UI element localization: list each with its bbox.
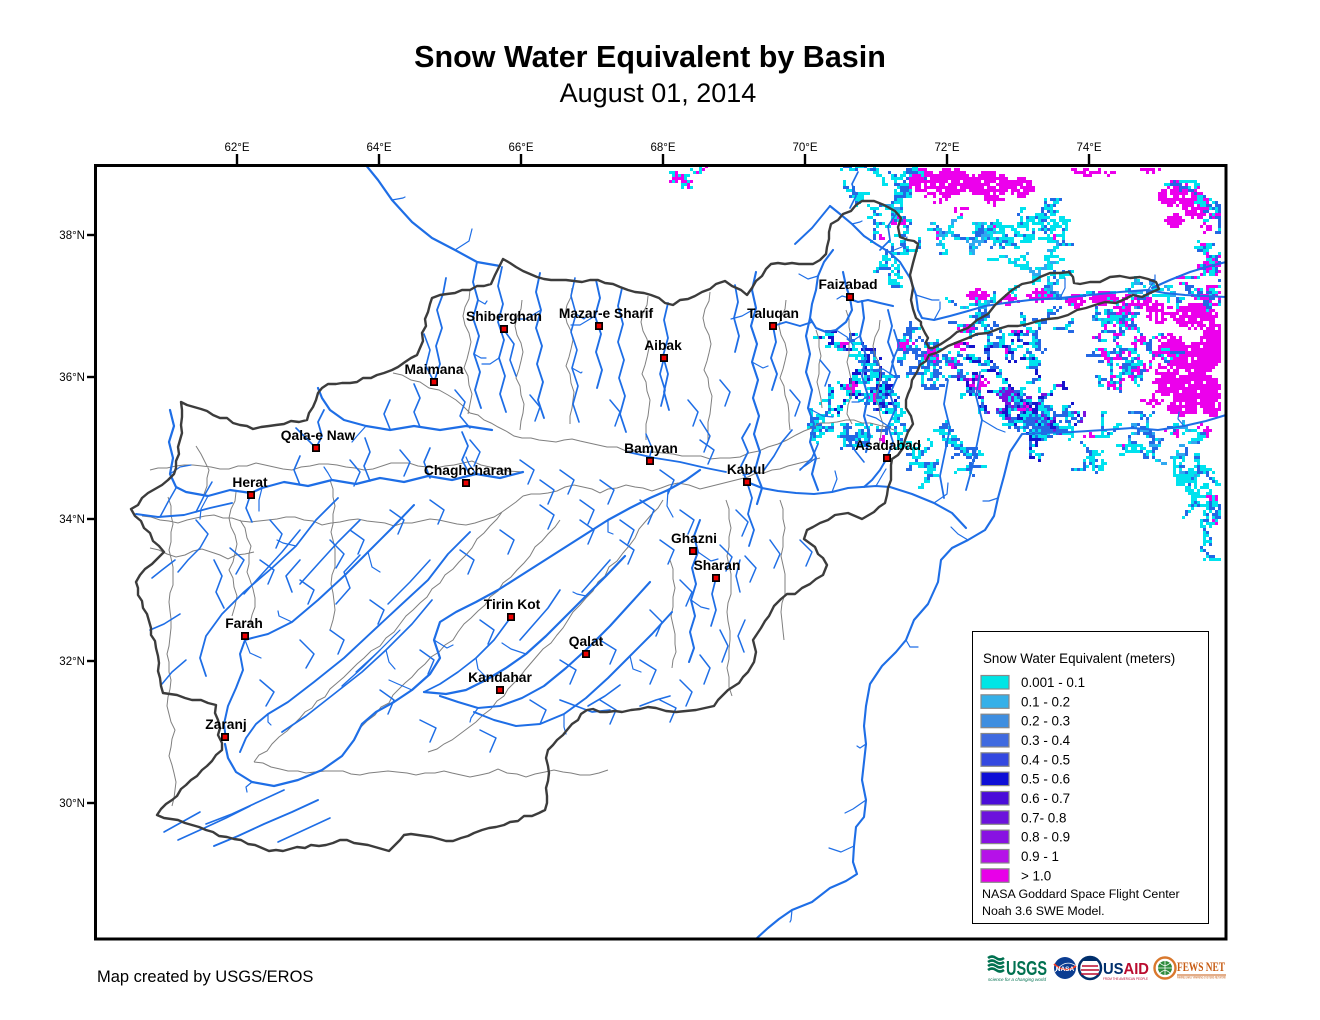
svg-text:34°N: 34°N	[59, 514, 85, 526]
svg-text:Tirin Kot: Tirin Kot	[484, 597, 541, 612]
svg-text:Farah: Farah	[225, 616, 263, 631]
svg-text:0.7- 0.8: 0.7- 0.8	[1021, 810, 1066, 825]
svg-text:Zaranj: Zaranj	[205, 717, 246, 732]
svg-text:science for a changing world: science for a changing world	[988, 977, 1046, 982]
svg-text:0.9 - 1: 0.9 - 1	[1021, 849, 1059, 864]
svg-text:Shiberghan: Shiberghan	[466, 309, 542, 324]
svg-text:Taluqan: Taluqan	[747, 306, 799, 321]
svg-text:Ghazni: Ghazni	[671, 531, 717, 546]
svg-text:32°N: 32°N	[59, 656, 85, 668]
svg-text:August 01, 2014: August 01, 2014	[560, 78, 757, 108]
svg-text:68°E: 68°E	[650, 142, 675, 154]
svg-text:0.5 - 0.6: 0.5 - 0.6	[1021, 772, 1070, 787]
svg-text:Map created by USGS/EROS: Map created by USGS/EROS	[97, 968, 313, 986]
svg-text:Noah 3.6 SWE Model.: Noah 3.6 SWE Model.	[982, 904, 1105, 918]
svg-text:Maimana: Maimana	[404, 362, 463, 377]
svg-text:64°E: 64°E	[366, 142, 391, 154]
svg-text:66°E: 66°E	[508, 142, 533, 154]
svg-text:Kabul: Kabul	[727, 462, 765, 477]
svg-text:62°E: 62°E	[224, 142, 249, 154]
svg-text:Mazar-e Sharif: Mazar-e Sharif	[559, 306, 654, 321]
svg-text:Kandahar: Kandahar	[468, 670, 532, 685]
svg-text:74°E: 74°E	[1076, 142, 1101, 154]
svg-text:0.2 - 0.3: 0.2 - 0.3	[1021, 714, 1070, 729]
svg-text:NASA Goddard Space Flight Cent: NASA Goddard Space Flight Center	[982, 887, 1180, 901]
svg-text:> 1.0: > 1.0	[1021, 868, 1051, 883]
svg-text:0.3 - 0.4: 0.3 - 0.4	[1021, 733, 1071, 748]
svg-text:Qalat: Qalat	[569, 634, 604, 649]
svg-text:36°N: 36°N	[59, 372, 85, 384]
svg-text:0.001 - 0.1: 0.001 - 0.1	[1021, 675, 1085, 690]
svg-text:0.6 - 0.7: 0.6 - 0.7	[1021, 791, 1070, 806]
svg-text:0.8 - 0.9: 0.8 - 0.9	[1021, 830, 1070, 845]
svg-text:NASA: NASA	[1056, 966, 1075, 973]
svg-text:Qala-e Naw: Qala-e Naw	[281, 428, 356, 443]
svg-text:Bamyan: Bamyan	[624, 441, 678, 456]
svg-text:Snow Water Equivalent (meters): Snow Water Equivalent (meters)	[983, 651, 1175, 666]
svg-text:FEWS NET: FEWS NET	[1177, 960, 1225, 974]
svg-text:FROM THE AMERICAN PEOPLE: FROM THE AMERICAN PEOPLE	[1103, 977, 1148, 981]
svg-text:USAID: USAID	[1103, 961, 1149, 978]
svg-text:Snow Water Equivalent by Basin: Snow Water Equivalent by Basin	[414, 40, 886, 74]
svg-text:Herat: Herat	[232, 475, 268, 490]
svg-text:0.4 - 0.5: 0.4 - 0.5	[1021, 752, 1070, 767]
svg-text:FAMINE EARLY WARNING SYSTEMS N: FAMINE EARLY WARNING SYSTEMS NETWORK	[1177, 976, 1226, 980]
svg-text:Chaghcharan: Chaghcharan	[424, 463, 512, 478]
svg-text:0.1 - 0.2: 0.1 - 0.2	[1021, 694, 1070, 709]
svg-text:70°E: 70°E	[792, 142, 817, 154]
svg-text:Aibak: Aibak	[644, 338, 682, 353]
svg-text:72°E: 72°E	[934, 142, 959, 154]
svg-text:Asadabad: Asadabad	[855, 438, 921, 453]
svg-text:USGS: USGS	[1006, 958, 1047, 980]
svg-text:38°N: 38°N	[59, 230, 85, 242]
svg-text:Sharan: Sharan	[694, 558, 741, 573]
svg-text:Faizabad: Faizabad	[818, 277, 877, 292]
svg-text:30°N: 30°N	[59, 798, 85, 810]
